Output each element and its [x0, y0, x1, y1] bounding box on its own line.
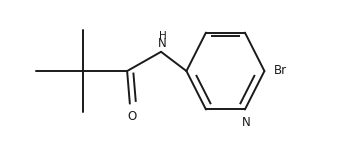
Text: O: O [127, 110, 136, 123]
Text: H: H [159, 31, 166, 41]
Text: N: N [158, 37, 167, 50]
Text: N: N [242, 116, 251, 129]
Text: Br: Br [274, 64, 287, 77]
